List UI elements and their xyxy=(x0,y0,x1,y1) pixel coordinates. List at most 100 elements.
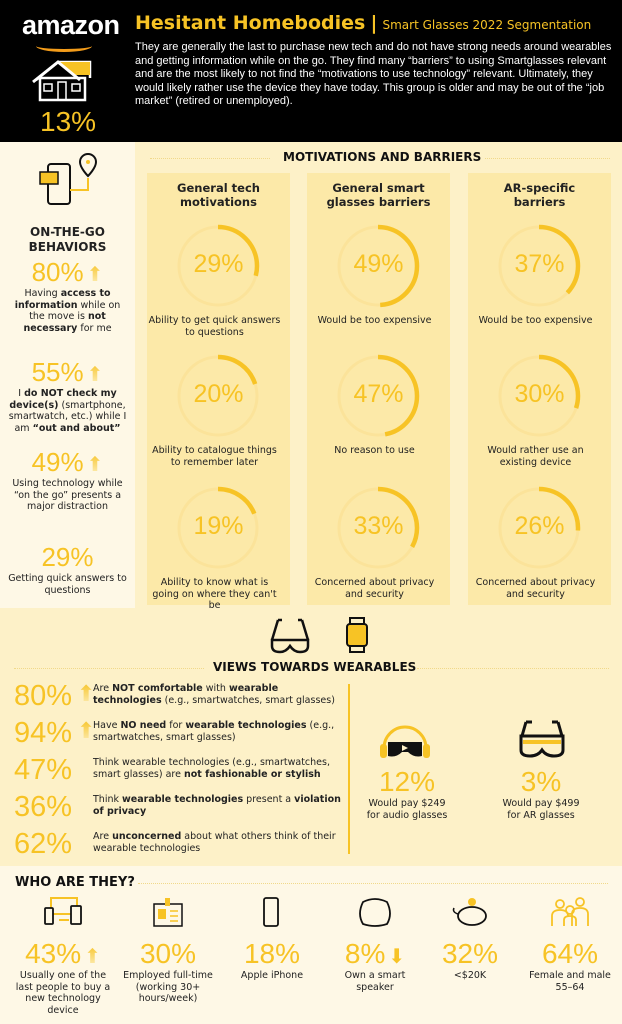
text: Using technology while “on the go” prese… xyxy=(12,478,123,512)
stat-label: Own a smart speaker xyxy=(344,970,406,993)
piggy-bank-icon xyxy=(452,898,487,926)
ring-label: No reason to use xyxy=(334,445,415,456)
who-stat: 8% ⬇ Own a smart speaker xyxy=(325,938,425,993)
phone-icon xyxy=(263,897,279,927)
stat-label: Have NO need for wearable technologies (… xyxy=(93,720,343,743)
stat-value: 94% xyxy=(14,717,73,749)
ring-value: 33% xyxy=(353,512,404,540)
view-stat: 62% Are unconcerned about what others th… xyxy=(14,828,344,862)
glasses-icon xyxy=(270,618,310,654)
bold-text: violation of privacy xyxy=(93,794,341,817)
ring-value: 37% xyxy=(514,250,565,278)
smartwatch-icon xyxy=(346,617,368,653)
phone-location-icon xyxy=(39,152,98,205)
ring-label: Concerned about privacy and security xyxy=(475,577,596,600)
bold-text: not necessary xyxy=(23,311,106,334)
ring-value: 19% xyxy=(193,512,244,540)
stat-value: 18% xyxy=(243,938,301,969)
behavior-stat: 29% Getting quick answers to questions xyxy=(0,542,135,596)
panel-heading: AR-specific barriers xyxy=(503,181,576,209)
view-stat: 94% ⬆ Have NO need for wearable technolog… xyxy=(14,717,344,751)
header: amazon 13% Hesitant Homebodies | Smart G… xyxy=(0,0,622,142)
motivation-panel: General tech motivations 29% Ability to … xyxy=(147,173,290,611)
text: Are xyxy=(93,683,113,694)
views-title: VIEWS TOWARDS WEARABLES xyxy=(213,660,417,674)
view-stat: 80% ⬆ Are NOT comfortable with wearable t… xyxy=(14,680,344,714)
bold-text: access to information xyxy=(14,288,111,311)
text: (e.g., smartwatches, smart glasses) xyxy=(161,694,335,706)
who-title: WHO ARE THEY? xyxy=(15,875,135,890)
motivations-title: MOTIVATIONS AND BARRIERS xyxy=(283,150,482,164)
divider xyxy=(417,668,609,669)
ring-arc xyxy=(336,486,420,570)
text: I xyxy=(18,388,25,399)
ring-value: 26% xyxy=(514,512,565,540)
stat-value: 47% xyxy=(14,754,73,786)
ring-arc xyxy=(497,224,581,308)
stat-label: Would pay $499 for AR glasses xyxy=(502,798,580,821)
motivation-panel: AR-specific barriers 37% Would be too ex… xyxy=(468,173,611,605)
text: with xyxy=(202,683,229,694)
stat-label: Would pay $249 for audio glasses xyxy=(366,798,448,821)
page-subtitle: Smart Glasses 2022 Segmentation xyxy=(382,18,592,32)
divider xyxy=(14,668,204,669)
behavior-stat: 55% ⬆ I do NOT check my device(s) (smartp… xyxy=(0,357,135,434)
percent-ring xyxy=(176,224,260,308)
who-stat: 43% ⬆ Usually one of the last people to b… xyxy=(13,938,113,1016)
ring-value: 29% xyxy=(193,250,244,278)
text: present a xyxy=(243,794,295,805)
stat-label: Employed full-time (working 30+ hours/we… xyxy=(123,970,213,1004)
divider xyxy=(485,158,610,159)
bold-text: not fashionable or stylish xyxy=(183,768,321,780)
stat-label: Having access to information while on th… xyxy=(0,288,135,334)
ring-label: Would be too expensive xyxy=(317,315,432,326)
views-section: VIEWS TOWARDS WEARABLES 80% ⬆ Are NOT com… xyxy=(0,608,622,866)
amazon-logo: amazon xyxy=(22,10,120,40)
stat-label: Are NOT comfortable with wearable techno… xyxy=(93,683,343,706)
stat-value: 29% xyxy=(41,542,94,572)
percent-ring xyxy=(497,486,581,570)
stat-value: 32% xyxy=(441,938,499,969)
percent-ring xyxy=(497,224,581,308)
audio-glasses-icon xyxy=(380,725,430,758)
stat-value: 49% xyxy=(31,447,84,477)
on-the-go-column: ON-THE-GO BEHAVIORS 80% ⬆ Having access t… xyxy=(0,142,135,608)
ring-label: Concerned about privacy and security xyxy=(314,577,435,600)
stat-value: 43% xyxy=(25,938,82,969)
arrow-down-icon: ⬇ xyxy=(388,944,406,968)
ring-value: 30% xyxy=(514,380,565,408)
text: about what others think of their wearabl… xyxy=(93,831,336,854)
text: Think wearable technologies (e.g., smart… xyxy=(93,757,330,780)
text: for me xyxy=(77,322,112,334)
devices-icon xyxy=(44,897,82,925)
stat-label: Think wearable technologies (e.g., smart… xyxy=(93,757,343,780)
motivation-panel: General smart glasses barriers 49% Would… xyxy=(307,173,450,605)
bold-text: “out and about” xyxy=(32,422,121,434)
ring-value: 20% xyxy=(193,380,244,408)
price-stat: 12% Would pay $249 for audio glasses xyxy=(342,766,472,821)
text: Have xyxy=(93,720,121,731)
ring-label: Ability to know what is going on where t… xyxy=(152,577,277,611)
page-title: Hesitant Homebodies | Smart Glasses 2022… xyxy=(135,12,591,34)
text: Are xyxy=(93,831,113,842)
bold-text: wearable technologies xyxy=(93,683,279,706)
percent-ring xyxy=(176,354,260,438)
text: Think xyxy=(93,794,123,805)
stat-value: 80% xyxy=(14,680,73,712)
bold-text: do NOT check my device(s) xyxy=(9,388,117,411)
stat-value: 80% xyxy=(31,257,84,287)
bold-text: wearable technologies xyxy=(122,794,244,805)
text: while on the move is xyxy=(29,299,121,323)
smart-speaker-icon xyxy=(359,898,391,927)
behavior-stat: 49% ⬆ Using technology while “on the go” … xyxy=(0,447,135,513)
house-icon xyxy=(32,60,92,102)
divider xyxy=(138,883,608,884)
percent-ring xyxy=(176,486,260,570)
price-stat: 3% Would pay $499 for AR glasses xyxy=(476,766,606,821)
text: (e.g., smartwatches, smart glasses) xyxy=(93,720,335,743)
stat-label: Apple iPhone xyxy=(240,970,304,981)
ring-value: 47% xyxy=(353,380,404,408)
stat-label: Think wearable technologies present a vi… xyxy=(93,794,343,817)
ring-arc xyxy=(176,486,260,570)
text: (smartphone, smartwatch, etc.) while I a… xyxy=(8,399,127,434)
